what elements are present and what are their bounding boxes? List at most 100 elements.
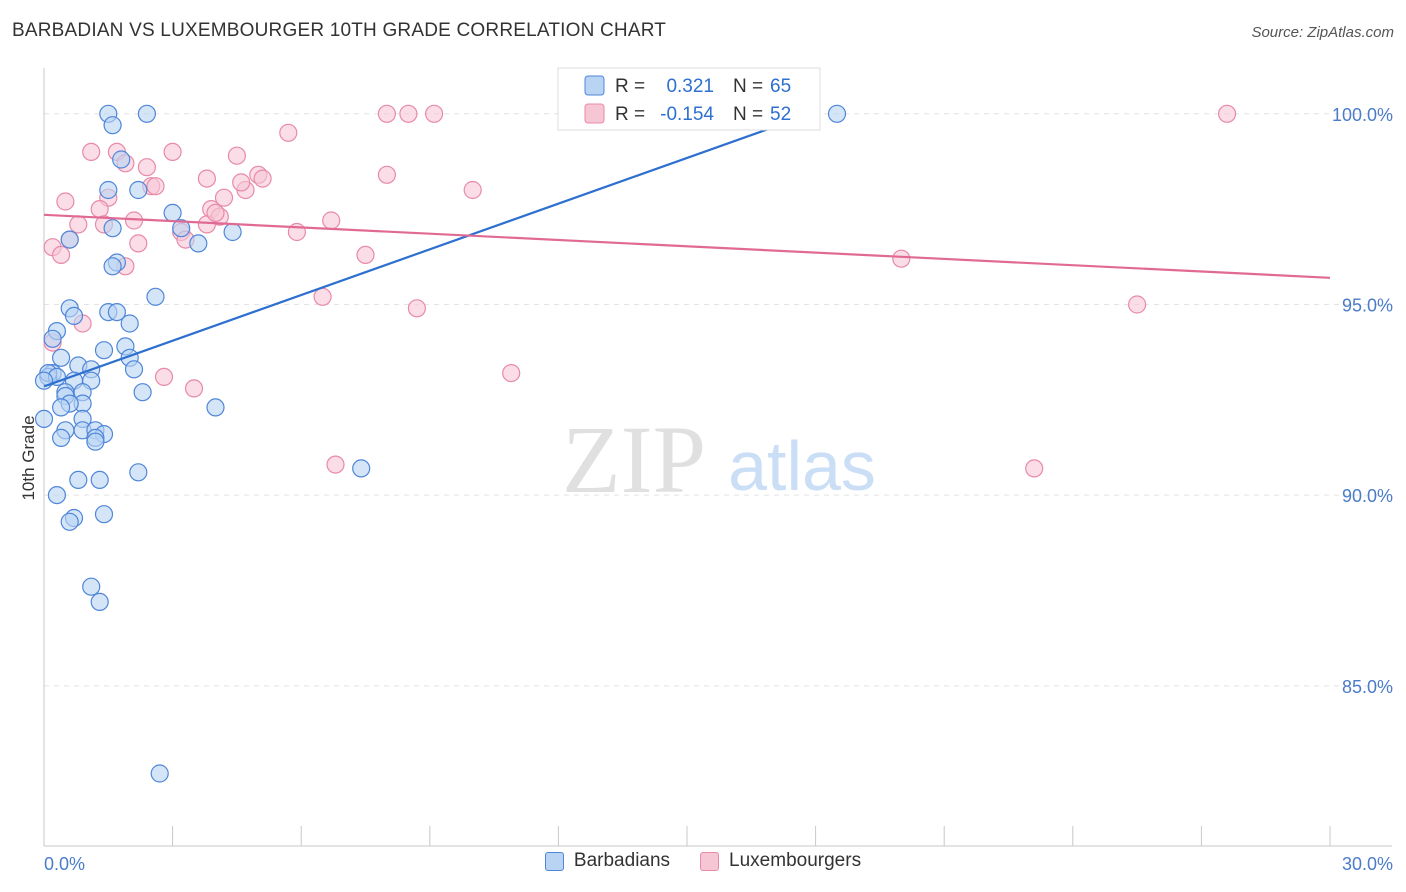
stats-swatch-barbadians bbox=[584, 75, 605, 96]
luxembourger-point bbox=[1025, 459, 1044, 478]
barbadian-point bbox=[34, 409, 54, 428]
luxembourger-point bbox=[1217, 104, 1237, 123]
luxembourger-point bbox=[206, 203, 225, 222]
barbadian-point bbox=[64, 306, 84, 325]
chart-title: BARBADIAN VS LUXEMBOURGER 10TH GRADE COR… bbox=[12, 20, 667, 41]
luxembourger-point bbox=[892, 249, 911, 268]
barbadian-point bbox=[34, 371, 54, 390]
luxembourger-point bbox=[1127, 295, 1147, 314]
watermark-zip: ZIP bbox=[562, 406, 706, 513]
gridlines bbox=[44, 113, 1392, 687]
luxembourger-point bbox=[56, 192, 75, 211]
luxembourger-point bbox=[253, 169, 272, 188]
barbadian-point bbox=[94, 505, 114, 524]
legend-label-barbadians: Barbadians bbox=[573, 850, 671, 871]
luxembourger-point bbox=[313, 287, 332, 306]
barbadian-point bbox=[146, 287, 165, 306]
barbadian-point bbox=[51, 398, 71, 417]
y-axis-label: 10th Grade bbox=[19, 415, 38, 500]
barbadian-point bbox=[90, 592, 109, 612]
barbadian-point bbox=[51, 428, 71, 447]
legend-swatch-barbadians bbox=[544, 851, 564, 871]
trend-lines bbox=[43, 112, 1331, 388]
luxembourger-point bbox=[69, 215, 88, 234]
watermark: ZIP atlas bbox=[562, 406, 876, 513]
legend-item-barbadians[interactable]: Barbadians bbox=[544, 850, 671, 872]
luxembourger-point bbox=[129, 234, 148, 253]
barbadian-point bbox=[112, 150, 131, 169]
barbadian-point bbox=[82, 577, 101, 596]
barbadian-point bbox=[103, 219, 122, 238]
legend-label-luxembourgers: Luxembourgers bbox=[729, 850, 862, 871]
legend-item-luxembourgers[interactable]: Luxembourgers bbox=[700, 850, 861, 872]
chart-legend: Barbadians Luxembourgers bbox=[0, 850, 1406, 872]
stats-r-label-barbadians: R = bbox=[615, 76, 645, 97]
data-points bbox=[34, 104, 1237, 783]
luxembourger-point bbox=[463, 180, 482, 200]
barbadian-point bbox=[43, 329, 62, 348]
x-tick-labels: 0.0% 30.0% bbox=[44, 854, 1393, 874]
x-ticks bbox=[43, 826, 1331, 846]
barbadian-point bbox=[69, 470, 88, 489]
x-tick-label: 30.0% bbox=[1342, 854, 1393, 874]
y-tick-labels: 100.0% 95.0% 90.0% 85.0% bbox=[1332, 105, 1393, 697]
stats-r-value-luxembourgers: -0.154 bbox=[660, 104, 714, 125]
barbadian-point bbox=[107, 303, 127, 322]
stats-r-value-barbadians: 0.321 bbox=[666, 76, 714, 97]
luxembourger-point bbox=[214, 188, 234, 207]
watermark-atlas: atlas bbox=[728, 427, 876, 505]
luxembourger-point bbox=[407, 299, 426, 318]
stats-n-label-barbadians: N = bbox=[733, 76, 763, 97]
luxembourger-point bbox=[377, 104, 396, 123]
luxembourger-point bbox=[90, 200, 109, 219]
luxembourger-point bbox=[502, 364, 521, 383]
barbadian-point bbox=[51, 348, 71, 367]
barbadian-point bbox=[120, 314, 139, 333]
barbadian-point bbox=[206, 398, 225, 417]
barbadian-point bbox=[60, 230, 79, 249]
stats-n-value-barbadians: 65 bbox=[770, 76, 791, 97]
stats-r-label-luxembourgers: R = bbox=[615, 104, 645, 125]
barbadian-point bbox=[99, 180, 118, 200]
barbadian-point bbox=[137, 104, 156, 123]
luxembourger-point bbox=[82, 142, 101, 161]
barbadian-point bbox=[150, 764, 169, 783]
luxembourger-point bbox=[137, 158, 156, 177]
barbadian-point bbox=[103, 116, 122, 135]
stats-n-value-luxembourgers: 52 bbox=[770, 104, 791, 125]
luxembourger-point bbox=[163, 142, 182, 161]
barbadian-point bbox=[163, 203, 182, 222]
luxembourger-point bbox=[154, 367, 174, 386]
stats-legend-box: R = 0.321 N = 65 R = -0.154 N = 52 bbox=[557, 67, 821, 131]
barbadian-point bbox=[47, 486, 67, 505]
barbadian-point bbox=[129, 463, 148, 482]
luxembourger-point bbox=[326, 455, 345, 474]
y-tick-label: 85.0% bbox=[1342, 677, 1393, 697]
stats-n-label-luxembourgers: N = bbox=[733, 104, 763, 125]
barbadian-point bbox=[86, 432, 105, 451]
barbadian-point bbox=[133, 383, 152, 402]
y-tick-label: 100.0% bbox=[1332, 105, 1393, 125]
luxembourger-point bbox=[197, 169, 216, 188]
luxembourger-point bbox=[279, 123, 298, 142]
stats-swatch-luxembourgers bbox=[584, 103, 605, 124]
luxembourger-point bbox=[51, 245, 71, 264]
luxembourger-point bbox=[425, 104, 444, 123]
barbadian-point bbox=[129, 180, 148, 200]
barbadian-trend-line bbox=[43, 112, 812, 388]
luxembourger-point bbox=[399, 104, 418, 123]
barbadian-point bbox=[827, 104, 847, 123]
x-tick-label: 0.0% bbox=[44, 854, 85, 874]
chart-source: Source: ZipAtlas.com bbox=[1251, 24, 1394, 41]
y-tick-label: 95.0% bbox=[1342, 295, 1393, 315]
luxembourger-point bbox=[356, 245, 375, 264]
axes bbox=[43, 68, 1392, 847]
barbadian-point bbox=[94, 341, 114, 360]
barbadian-point bbox=[103, 257, 122, 276]
luxembourger-point bbox=[232, 173, 251, 192]
luxembourger-trend-line bbox=[43, 213, 1331, 279]
legend-swatch-luxembourgers bbox=[700, 851, 720, 871]
luxembourger-point bbox=[184, 379, 204, 398]
luxembourger-point bbox=[322, 211, 341, 230]
